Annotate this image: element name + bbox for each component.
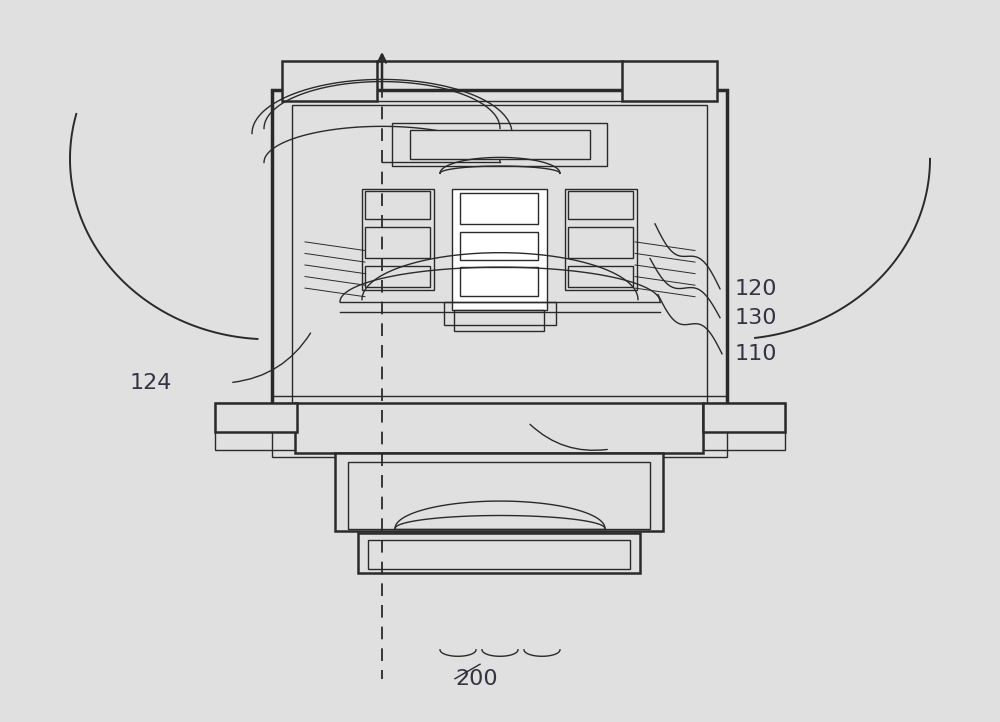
Bar [460,193,538,224]
Bar [335,453,663,531]
Bar [392,123,607,166]
Bar [454,310,544,331]
Bar [272,396,727,457]
Bar [272,90,727,412]
Bar [362,189,434,290]
Bar [295,403,703,453]
Text: 200: 200 [455,669,498,689]
Text: 110: 110 [735,344,778,364]
Bar [568,266,633,287]
Bar [358,533,640,573]
Bar [622,61,717,101]
Bar [568,227,633,258]
Bar [703,403,785,432]
Bar [703,403,785,450]
Bar [444,302,556,325]
Bar [368,540,630,569]
Bar [365,227,430,258]
Bar [365,191,430,219]
Bar [348,462,650,529]
Text: 124: 124 [130,373,172,393]
Bar [215,403,297,432]
Text: 122: 122 [625,439,667,459]
Bar [460,232,538,260]
Bar [568,191,633,219]
Bar [365,266,430,287]
Text: 120: 120 [735,279,778,299]
Bar [282,61,377,101]
Bar [292,105,707,404]
Bar [460,267,538,296]
Bar [410,130,590,159]
Bar [452,189,547,310]
Bar [565,189,637,290]
Text: 130: 130 [735,308,778,328]
Bar [215,403,297,450]
